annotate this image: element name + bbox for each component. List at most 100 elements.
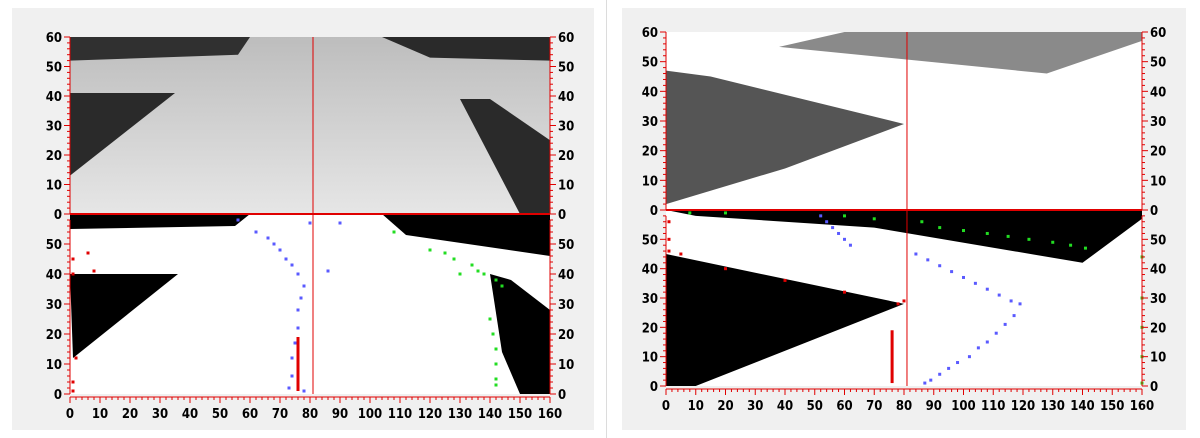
x-tick-label: 50 <box>807 399 823 414</box>
scatter-point <box>74 356 78 360</box>
scatter-point <box>488 317 492 321</box>
y-tick-label-lower: 50 <box>642 233 658 248</box>
scatter-point <box>976 346 980 350</box>
scatter-point <box>71 257 75 261</box>
y-tick-label-upper: 50 <box>642 56 658 71</box>
y-tick-label-lower: 40 <box>558 268 574 283</box>
chart-panel-right: 0 10 20 30 40 50 60 70 80 90 100 110 120 130 140 150 160… <box>622 8 1186 430</box>
scatter-point <box>71 389 75 393</box>
lower-black-region <box>490 274 550 394</box>
scatter-point <box>443 251 447 255</box>
upper-dark-region <box>666 70 904 205</box>
scatter-point <box>494 362 498 366</box>
scatter-point <box>688 211 692 215</box>
scatter-point <box>92 269 96 273</box>
scatter-point <box>950 270 954 274</box>
scatter-point <box>938 226 942 230</box>
y-tick-label-upper: 20 <box>642 145 658 160</box>
y-tick-label-lower: 20 <box>642 321 658 336</box>
scatter-point <box>947 366 951 370</box>
panel-divider <box>606 0 607 438</box>
scatter-point <box>985 287 989 291</box>
y-tick-label-upper: 30 <box>558 120 574 135</box>
upper-dark-region <box>382 37 550 61</box>
scatter-point <box>290 356 294 360</box>
y-tick-label-lower: 0 <box>54 388 62 403</box>
scatter-point <box>724 267 727 271</box>
y-tick-label-upper: 40 <box>46 90 62 105</box>
x-tick-label: 140 <box>478 407 502 422</box>
y-tick-label-upper: 10 <box>1150 174 1166 189</box>
y-tick-label-lower: 20 <box>1150 321 1166 336</box>
y-tick-label-lower: 20 <box>46 328 62 343</box>
scatter-point <box>71 272 75 276</box>
x-tick-label: 100 <box>951 399 975 414</box>
scatter-point <box>1009 299 1013 303</box>
scatter-point <box>290 374 294 378</box>
scatter-point <box>997 293 1001 297</box>
y-tick-label-lower: 20 <box>558 328 574 343</box>
scatter-point <box>1012 314 1016 318</box>
scatter-point <box>962 229 965 233</box>
scatter-point <box>923 381 927 385</box>
scatter-point <box>831 226 835 230</box>
scatter-point <box>287 386 291 390</box>
y-tick-label-upper: 0 <box>650 204 658 219</box>
upper-dark-region <box>779 32 1142 74</box>
scatter-point <box>667 220 671 224</box>
y-tick-label-lower: 0 <box>650 380 658 395</box>
scatter-point <box>494 278 498 282</box>
y-tick-label-lower: 30 <box>46 298 62 313</box>
y-tick-label-upper: 30 <box>1150 115 1166 130</box>
upper-camera-image <box>70 37 550 214</box>
scatter-point <box>902 299 906 303</box>
y-tick-label-upper: 40 <box>1150 85 1166 100</box>
y-tick-label-upper: 40 <box>642 85 658 100</box>
x-tick-label: 130 <box>1041 399 1065 414</box>
y-tick-label-lower: 10 <box>1150 351 1166 366</box>
y-tick-label-lower: 40 <box>1150 263 1166 278</box>
y-tick-label-upper: 20 <box>558 149 574 164</box>
x-tick-label: 110 <box>981 399 1005 414</box>
scatter-point <box>494 383 498 387</box>
x-tick-label: 20 <box>717 399 733 414</box>
scatter-point <box>236 218 240 222</box>
y-tick-label-lower: 0 <box>558 388 566 403</box>
scatter-point <box>272 242 276 246</box>
x-tick-label: 120 <box>418 407 442 422</box>
scatter-point <box>1018 302 1022 306</box>
x-tick-label: 150 <box>508 407 532 422</box>
x-tick-label: 10 <box>92 407 108 422</box>
y-tick-label-upper: 60 <box>558 31 574 46</box>
x-tick-label: 160 <box>538 407 562 422</box>
scatter-point <box>293 341 297 345</box>
x-tick-label: 160 <box>1130 399 1154 414</box>
scatter-point <box>1069 243 1073 247</box>
x-tick-label: 90 <box>926 399 942 414</box>
scatter-point <box>476 269 480 273</box>
x-tick-label: 10 <box>688 399 704 414</box>
scatter-point <box>843 290 846 294</box>
y-tick-label-lower: 50 <box>558 238 574 253</box>
scatter-point <box>290 263 294 267</box>
scatter-point <box>956 361 960 365</box>
y-tick-label-lower: 50 <box>46 238 62 253</box>
scatter-point <box>896 302 900 306</box>
scatter-point <box>985 340 989 344</box>
scatter-point <box>338 221 342 225</box>
y-tick-label-lower: 10 <box>46 358 62 373</box>
marker-bar <box>890 330 894 384</box>
scatter-point <box>1006 234 1010 238</box>
x-tick-label: 60 <box>242 407 258 422</box>
y-tick-label-lower: 10 <box>642 351 658 366</box>
scatter-point <box>938 264 942 268</box>
x-tick-label: 70 <box>272 407 288 422</box>
upper-dark-region <box>70 37 250 61</box>
scatter-point <box>783 278 787 282</box>
scatter-point <box>962 275 965 279</box>
scatter-point <box>819 214 823 218</box>
scatter-point <box>679 252 683 256</box>
x-tick-label: 50 <box>212 407 228 422</box>
x-tick-label: 20 <box>122 407 138 422</box>
y-tick-label-upper: 50 <box>46 61 62 76</box>
